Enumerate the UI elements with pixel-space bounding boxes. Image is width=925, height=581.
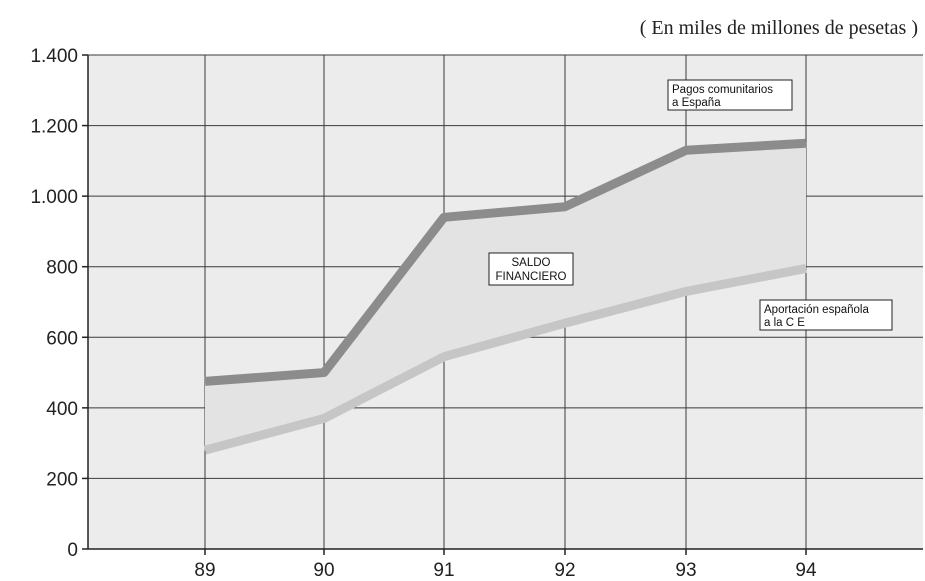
label-pagos: Pagos comunitarios a España [667, 79, 793, 111]
series-lines [203, 138, 807, 455]
saldo-area [205, 143, 806, 451]
y-tick-label: 1.200 [30, 117, 78, 138]
point-aportacion-94 [805, 267, 807, 269]
label-aportacion-box [759, 299, 893, 331]
x-tick-label: 94 [795, 560, 817, 581]
point-pagos-89 [204, 380, 206, 382]
label-saldo-line1: SALDO [512, 257, 551, 269]
y-tick-label: 1.400 [30, 46, 78, 67]
series-line-pagos [204, 138, 807, 386]
series-line-aportacion [203, 264, 807, 455]
label-saldo-line2: FINANCIERO [496, 271, 567, 283]
y-tick-label: 600 [46, 328, 78, 349]
label-pagos-line2: a España [672, 97, 721, 109]
y-tick-label: 800 [46, 258, 78, 279]
label-saldo-box [488, 252, 574, 286]
x-tick-label: 92 [554, 560, 575, 581]
chart-subtitle: ( En miles de millones de pesetas ) [640, 17, 918, 39]
point-aportacion-89 [204, 449, 206, 451]
point-aportacion-90 [323, 417, 325, 419]
label-aportacion-line2: a la C E [764, 317, 805, 329]
y-tick-labels: 0 200 400 600 800 1.000 1.200 1.400 [30, 46, 78, 561]
point-pagos-90 [323, 372, 325, 374]
x-tick-label: 90 [313, 560, 334, 581]
y-tick-label: 400 [46, 399, 78, 420]
point-pagos-91 [443, 216, 445, 218]
label-pagos-box [667, 79, 793, 111]
label-aportacion: Aportación española a la C E [759, 299, 893, 331]
point-pagos-94 [805, 142, 807, 144]
point-pagos-93 [685, 149, 687, 151]
point-aportacion-93 [685, 290, 687, 292]
axes [82, 54, 923, 555]
x-tick-label: 89 [194, 560, 215, 581]
y-tick-label: 1.000 [30, 187, 78, 208]
point-aportacion-92 [564, 322, 566, 324]
y-tick-label: 200 [46, 469, 78, 490]
x-tick-label: 93 [675, 560, 696, 581]
x-tick-labels: 89 90 91 92 93 94 [194, 560, 817, 581]
label-saldo: SALDO FINANCIERO [488, 252, 574, 286]
y-tick-label: 0 [67, 540, 78, 561]
label-pagos-line1: Pagos comunitarios [672, 84, 773, 96]
point-aportacion-91 [443, 356, 445, 358]
point-pagos-92 [564, 206, 566, 208]
label-aportacion-line1: Aportación española [764, 304, 869, 316]
x-tick-label: 91 [433, 560, 454, 581]
